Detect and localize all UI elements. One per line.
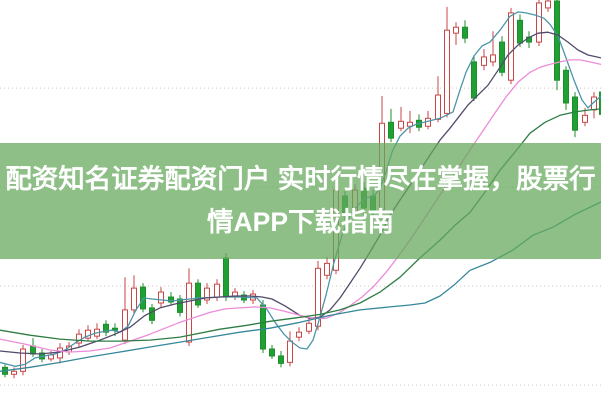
candle-up <box>158 291 164 304</box>
candle-up <box>306 322 312 332</box>
ma-green <box>0 108 601 342</box>
candle-up <box>204 287 210 301</box>
candle-up <box>481 56 487 66</box>
candle-up <box>536 2 542 43</box>
candle-down <box>168 296 174 303</box>
candle-up <box>398 120 404 129</box>
candle-up <box>186 282 192 343</box>
candle-up <box>214 283 220 298</box>
candle-down <box>554 0 560 81</box>
candle-up <box>296 331 302 338</box>
page-title: 配资知名证券配资门户 实时行情尽在掌握，股票行情APP下载指南 <box>5 164 596 237</box>
candle-up <box>122 309 128 341</box>
candle-down <box>499 41 505 73</box>
candle-down <box>149 307 155 321</box>
candle-down <box>195 282 201 306</box>
candle-down <box>462 26 468 39</box>
candle-up <box>407 121 413 127</box>
candle-up <box>545 0 551 9</box>
candle-up <box>85 329 91 339</box>
candle-down <box>599 91 601 115</box>
candle-up <box>490 54 496 63</box>
candle-down <box>177 298 183 313</box>
candle-down <box>260 304 266 350</box>
candle-up <box>324 262 330 276</box>
candle-up <box>444 29 450 114</box>
candle-up <box>508 12 514 81</box>
candle-up <box>435 94 441 120</box>
candle-up <box>582 114 588 123</box>
candle-down <box>563 69 569 104</box>
candle-down <box>388 121 394 139</box>
candle-down <box>30 345 36 355</box>
candle-up <box>11 370 17 375</box>
candle-down <box>572 96 578 131</box>
title-banner: 配资知名证券配资门户 实时行情尽在掌握，股票行情APP下载指南 <box>0 143 601 259</box>
candle-up <box>131 287 137 311</box>
candle-down <box>103 323 109 333</box>
candle-down <box>112 327 118 331</box>
candle-up <box>20 348 26 372</box>
candle-down <box>278 355 284 364</box>
candle-down <box>269 348 275 357</box>
candle-up <box>315 267 321 327</box>
candle-up <box>453 26 459 34</box>
candle-up <box>287 340 293 363</box>
candle-down <box>223 257 229 298</box>
ma-pink <box>0 59 601 353</box>
ma-purple <box>0 31 601 355</box>
candle-down <box>471 61 477 99</box>
candle-down <box>517 19 523 44</box>
